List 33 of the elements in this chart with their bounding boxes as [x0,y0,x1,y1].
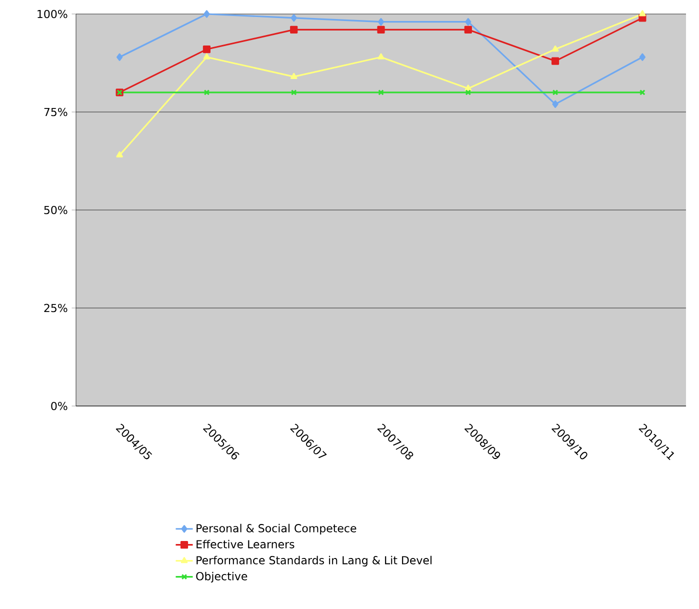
point [465,18,472,26]
point [552,89,558,96]
y-tick-label: 75% [44,108,68,116]
point [378,18,384,26]
point [552,100,558,108]
point [204,89,210,96]
point [202,45,211,54]
point [378,89,384,96]
point [551,57,560,65]
point [377,26,385,34]
point [464,84,472,91]
point [290,14,297,22]
legend-label: Performance Standards in Lang & Lit Devel [196,556,432,566]
y-tick-label: 50% [44,206,68,214]
point [290,72,298,80]
point [639,10,646,16]
point [639,53,646,61]
point [464,26,472,34]
legend-label: Personal & Social Competece [196,524,356,534]
point [290,26,298,34]
point [116,53,123,61]
y-tick-label: 25% [44,304,68,312]
point [204,10,210,18]
legend-label: Effective Learners [196,540,294,548]
y-tick-label: 100% [38,10,68,18]
point [378,53,384,60]
point [290,89,297,96]
point [116,151,123,158]
y-tick-label: 0% [51,402,68,410]
legend-label: Objective [196,572,248,582]
point [552,45,559,52]
point [465,89,472,96]
point [203,53,210,60]
